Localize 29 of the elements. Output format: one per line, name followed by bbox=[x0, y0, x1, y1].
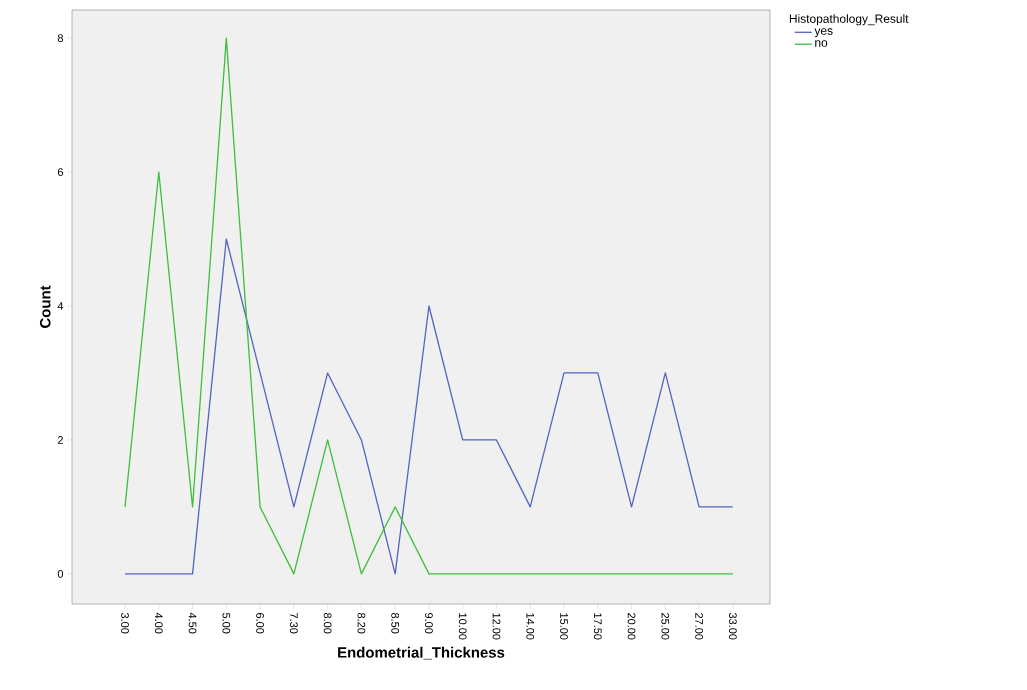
y-tick-label: 6 bbox=[57, 168, 63, 176]
x-tick-label: 8.50 bbox=[391, 612, 400, 634]
legend-label: yes bbox=[814, 28, 833, 38]
y-tick-label: 0 bbox=[57, 570, 64, 578]
x-tick-label: 12.00 bbox=[492, 613, 501, 640]
x-tick-label: 20.00 bbox=[627, 613, 636, 640]
x-axis-title: Endometrial_Thickness bbox=[338, 646, 505, 660]
y-tick-label: 8 bbox=[57, 34, 63, 42]
y-tick-label: 2 bbox=[57, 436, 63, 444]
y-tick-label: 4 bbox=[57, 302, 64, 310]
x-tick-label: 4.00 bbox=[154, 612, 163, 634]
x-tick-label: 8.00 bbox=[323, 612, 332, 634]
x-tick-label: 15.00 bbox=[560, 613, 568, 640]
x-tick-label: 33.00 bbox=[728, 612, 737, 640]
x-tick-label: 25.00 bbox=[661, 613, 670, 640]
x-tick-label: 10.00 bbox=[458, 613, 467, 640]
x-tick-label: 7.30 bbox=[289, 613, 298, 634]
x-tick-label: 14.00 bbox=[526, 613, 535, 640]
x-tick-label: 4.50 bbox=[188, 612, 197, 634]
legend-title: Histopathology_Result bbox=[789, 14, 909, 26]
x-tick-label: 27.00 bbox=[695, 613, 703, 640]
x-tick-label: 17.50 bbox=[593, 613, 602, 640]
x-tick-label: 9.00 bbox=[425, 613, 433, 634]
legend-label: no bbox=[815, 40, 828, 47]
x-tick-label: 3.00 bbox=[121, 612, 129, 634]
y-axis-title: Count bbox=[39, 285, 51, 328]
x-tick-label: 8.20 bbox=[357, 612, 366, 634]
x-tick-label: 6.00 bbox=[256, 613, 264, 634]
x-tick-label: 5.00 bbox=[222, 612, 231, 634]
